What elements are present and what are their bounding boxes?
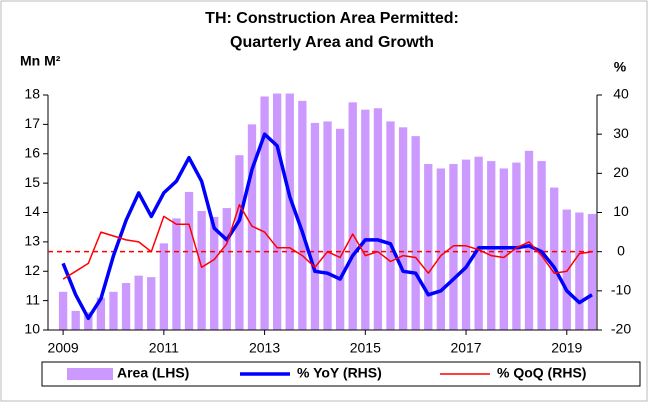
line-series <box>61 132 593 321</box>
chart-title: TH: Construction Area Permitted: <box>205 10 459 27</box>
bar <box>411 136 420 330</box>
bar <box>474 156 483 330</box>
bar <box>424 164 433 330</box>
y2-tick-label: 40 <box>613 86 629 102</box>
bar <box>323 121 332 330</box>
bar <box>159 243 168 330</box>
bar <box>134 275 143 330</box>
y2-tick-label: -10 <box>611 282 631 298</box>
y-axis-label: Mn M² <box>20 53 61 69</box>
y-tick-label: 10 <box>24 321 40 337</box>
bar <box>575 212 584 330</box>
y-tick-label: 14 <box>24 203 40 219</box>
x-tick-label: 2017 <box>450 340 481 356</box>
y2-tick-label: 30 <box>613 125 629 141</box>
y-tick-label: 15 <box>24 174 40 190</box>
legend-label: Area (LHS) <box>117 365 189 381</box>
y-tick-label: 18 <box>24 86 40 102</box>
bar <box>222 208 231 330</box>
bar <box>285 93 294 330</box>
x-tick-label: 2009 <box>48 340 79 356</box>
bar <box>121 283 131 330</box>
x-tick-label: 2019 <box>551 340 582 356</box>
bar <box>84 312 93 330</box>
legend-label: % YoY (RHS) <box>297 365 382 381</box>
bar <box>361 109 370 330</box>
x-tick-label: 2011 <box>149 340 179 356</box>
y-tick-label: 17 <box>24 115 40 131</box>
bar <box>537 161 546 330</box>
legend-label: % QoQ (RHS) <box>497 365 586 381</box>
y-tick-label: 11 <box>25 291 40 307</box>
bar <box>449 164 458 330</box>
bar <box>247 124 257 330</box>
y2-tick-label: 20 <box>613 164 629 180</box>
y2-tick-label: 10 <box>613 203 629 219</box>
bar <box>436 168 446 330</box>
bar <box>487 161 496 330</box>
y2-axis-label: % <box>614 59 627 75</box>
legend-box <box>41 361 641 387</box>
bar <box>310 122 320 330</box>
bar <box>210 216 219 330</box>
bar <box>562 209 571 330</box>
bar <box>96 297 106 330</box>
bar <box>109 291 118 330</box>
bar <box>197 211 206 330</box>
bar <box>550 187 559 330</box>
bar <box>587 213 597 330</box>
bar <box>298 100 307 330</box>
bar <box>260 96 269 330</box>
y2-tick-label: 0 <box>617 242 625 258</box>
bar <box>335 128 345 330</box>
x-tick-label: 2015 <box>350 340 381 356</box>
y-tick-label: 12 <box>24 262 40 278</box>
bar <box>373 108 383 330</box>
bar <box>58 291 68 330</box>
bar <box>147 277 156 330</box>
x-tick-label: 2013 <box>249 340 280 356</box>
bar <box>235 155 244 330</box>
legend-swatch <box>67 368 113 380</box>
bar <box>184 191 194 330</box>
chart-title: Quarterly Area and Growth <box>230 34 434 51</box>
y-tick-label: 13 <box>24 233 40 249</box>
bar <box>71 310 80 330</box>
y-tick-label: 16 <box>24 144 40 160</box>
bar <box>524 150 534 330</box>
bar <box>386 121 395 330</box>
y2-tick-label: -20 <box>611 321 631 337</box>
bar <box>172 218 181 330</box>
bar <box>348 102 357 330</box>
bar <box>273 93 282 330</box>
bar <box>398 127 408 330</box>
line-series <box>62 203 593 280</box>
bar <box>461 159 471 330</box>
